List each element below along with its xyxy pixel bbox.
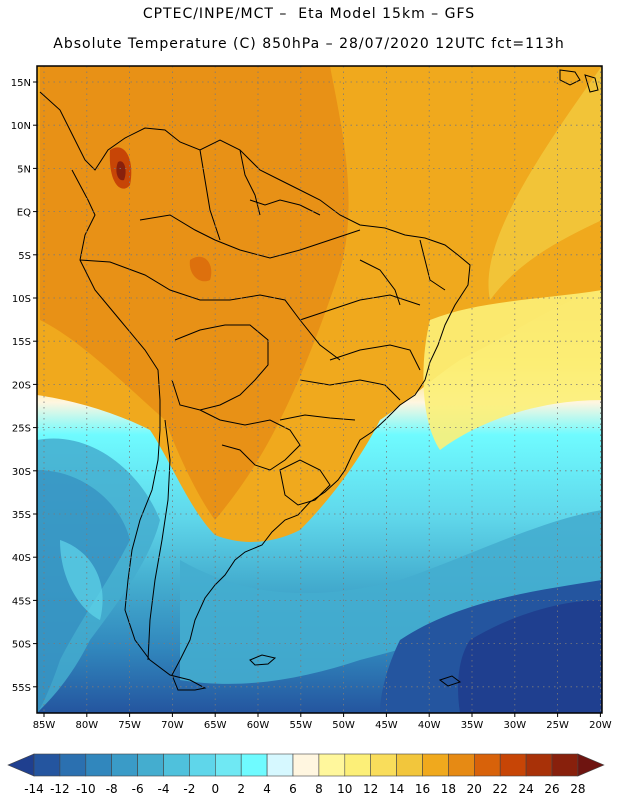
longitude-label: 75W: [118, 720, 141, 731]
colorbar-swatch: [163, 753, 190, 777]
plot-frame: [36, 65, 603, 714]
longitude-label: 20W: [589, 720, 612, 731]
colorbar-tick-label: -2: [183, 782, 195, 796]
colorbar-tick-label: 24: [518, 782, 533, 796]
chart-title-line1: CPTEC/INPE/MCT – Eta Model 15km – GFS: [142, 6, 476, 22]
latitude-label: 10S: [12, 294, 31, 305]
colorbar-swatch: [448, 753, 475, 777]
colorbar-swatch: [473, 753, 501, 777]
colorbar-tick-label: 2: [237, 782, 245, 796]
colorbar-swatch: [215, 753, 242, 777]
longitude-label: 55W: [289, 720, 312, 731]
latitude-label: 5S: [18, 251, 31, 262]
latitude-label: 10N: [11, 121, 31, 132]
colorbar-tick-label: 16: [415, 782, 430, 796]
latitude-label: 45S: [12, 596, 31, 607]
latitude-label: 20S: [12, 380, 31, 391]
colorbar-swatch: [59, 753, 87, 777]
colorbar-swatch: [525, 753, 553, 777]
colorbar-tick-label: 8: [315, 782, 323, 796]
colorbar-tick-label: 20: [467, 782, 482, 796]
longitude-label: 80W: [75, 720, 98, 731]
colorbar-tick-label: -12: [50, 782, 70, 796]
colorbar-swatch: [551, 753, 579, 777]
colorbar-swatch: [422, 753, 449, 777]
latitude-label: EQ: [17, 208, 31, 219]
colorbar-tick-label: 22: [493, 782, 508, 796]
colorbar-swatch: [85, 753, 113, 777]
colorbar-tick-label: 28: [570, 782, 585, 796]
latitude-label: 40S: [12, 553, 31, 564]
longitude-label: 70W: [161, 720, 184, 731]
longitude-label: 25W: [546, 720, 569, 731]
latitude-label: 5N: [17, 164, 31, 175]
colorbar-swatch: [318, 753, 346, 777]
longitude-label: 30W: [503, 720, 526, 731]
colorbar-tick-label: 18: [441, 782, 456, 796]
colorbar-swatch: [499, 753, 527, 777]
colorbar-tick-label: -10: [76, 782, 96, 796]
colorbar-tick-label: 10: [337, 782, 352, 796]
colorbar-swatch: [240, 753, 268, 777]
colorbar-max-arrow: [577, 753, 605, 777]
latitude-label: 15S: [12, 337, 31, 348]
colorbar-tick-label: 0: [211, 782, 219, 796]
colorbar-tick-label: 26: [544, 782, 559, 796]
colorbar-tick-label: -4: [158, 782, 170, 796]
colorbar-swatch: [189, 753, 216, 777]
colorbar-tick-label: 4: [263, 782, 271, 796]
colorbar-tick-label: 14: [389, 782, 404, 796]
colorbar-tick-label: -6: [132, 782, 144, 796]
latitude-label: 30S: [12, 467, 31, 478]
colorbar-swatch: [396, 753, 423, 777]
latitude-labels: 15N 10N 5N EQ 5S 10S 15S 20S 25S 30S 35S 40S 45S 50S 5…: [11, 78, 37, 694]
longitude-label: 50W: [332, 720, 355, 731]
colorbar-min-arrow: [7, 753, 35, 777]
colorbar-swatch: [266, 753, 294, 777]
temperature-field: [37, 66, 602, 713]
longitude-label: 85W: [33, 720, 56, 731]
colorbar-tick-label: 12: [363, 782, 378, 796]
latitude-label: 50S: [12, 640, 31, 651]
colorbar-swatch: [137, 753, 164, 777]
colorbar-swatch: [111, 753, 138, 777]
longitude-labels: 85W 80W 75W 70W 65W 60W 55W 50W 45W 40W 35W 30W 25W 2…: [33, 713, 612, 731]
latitude-label: 25S: [12, 424, 31, 435]
colorbar-swatch: [292, 753, 320, 777]
colorbar-swatch: [33, 753, 61, 777]
colorbar-tick-label: 6: [289, 782, 297, 796]
latitude-label: 55S: [12, 683, 31, 694]
colorbar-swatch: [370, 753, 397, 777]
longitude-label: 40W: [418, 720, 441, 731]
colorbar-tick-label: -14: [24, 782, 44, 796]
longitude-label: 35W: [461, 720, 484, 731]
longitude-label: 45W: [375, 720, 398, 731]
latitude-label: 15N: [11, 78, 31, 89]
longitude-label: 65W: [204, 720, 227, 731]
chart-title-line2: Absolute Temperature (C) 850hPa – 28/07/…: [53, 36, 565, 52]
longitude-label: 60W: [247, 720, 270, 731]
map-gridlines: [37, 66, 602, 713]
colorbar-tick-label: -8: [106, 782, 118, 796]
latitude-label: 35S: [12, 510, 31, 521]
colorbar-swatch: [344, 753, 371, 777]
